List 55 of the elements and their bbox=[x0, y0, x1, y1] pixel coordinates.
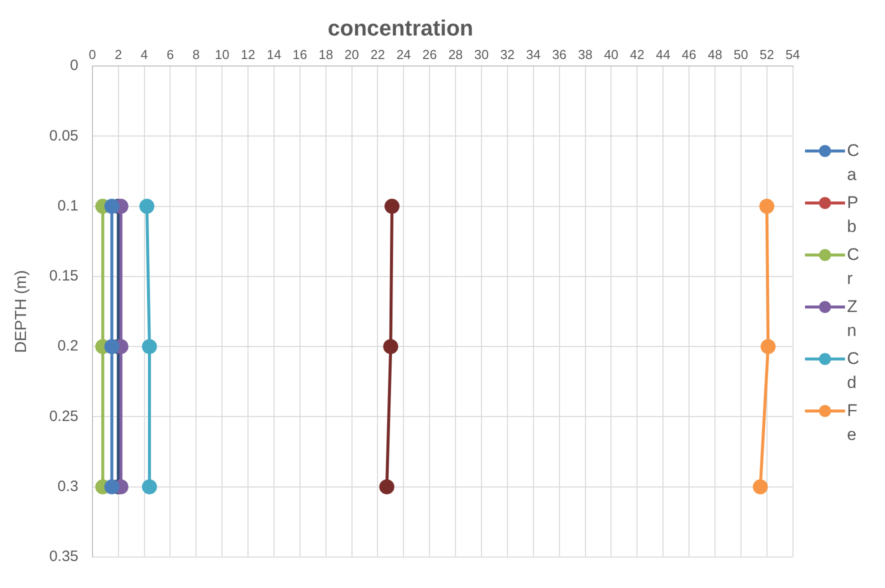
point bbox=[139, 198, 154, 214]
point bbox=[759, 198, 774, 214]
x-tick-label: 30 bbox=[474, 46, 489, 62]
x-tick-label: 46 bbox=[682, 46, 696, 62]
x-tick-label: 24 bbox=[396, 46, 411, 62]
point bbox=[384, 198, 400, 214]
y-tick-label: 0.05 bbox=[49, 127, 78, 144]
x-tick-label: 34 bbox=[526, 46, 541, 62]
x-tick-label: 14 bbox=[266, 46, 282, 62]
x-tick-label: 40 bbox=[604, 46, 618, 62]
point bbox=[383, 339, 398, 354]
x-tick-label: 42 bbox=[630, 46, 644, 62]
point bbox=[752, 479, 768, 494]
x-tick-label: 32 bbox=[500, 46, 515, 62]
point bbox=[104, 198, 120, 214]
y-tick-label: 0.3 bbox=[58, 478, 78, 495]
x-tick-label: 28 bbox=[448, 46, 463, 62]
point bbox=[142, 339, 157, 354]
y-tick-label: 0.25 bbox=[49, 408, 78, 425]
x-tick-label: 22 bbox=[370, 46, 385, 62]
legend-label: Cd bbox=[847, 348, 860, 394]
x-tick-label: 20 bbox=[344, 46, 360, 62]
y-tick-label: 0.15 bbox=[49, 268, 78, 285]
legend-label: Ca bbox=[847, 140, 860, 186]
x-tick-label: 4 bbox=[140, 46, 148, 62]
chart-title: concentration bbox=[328, 15, 474, 40]
x-tick-label: 44 bbox=[656, 46, 670, 62]
legend-label: Zn bbox=[847, 296, 858, 342]
y-tick-label: 0.1 bbox=[58, 197, 78, 214]
legend-label: Fe bbox=[847, 400, 858, 446]
point bbox=[379, 479, 394, 494]
x-tick-label: 48 bbox=[708, 46, 722, 62]
y-axis-title: DEPTH (m) bbox=[13, 270, 30, 353]
x-tick-label: 38 bbox=[578, 46, 592, 62]
y-tick-label: 0.35 bbox=[49, 548, 78, 566]
x-tick-label: 2 bbox=[114, 46, 122, 62]
x-tick-label: 50 bbox=[734, 46, 748, 62]
x-tick-label: 18 bbox=[318, 46, 334, 62]
point bbox=[142, 479, 157, 494]
x-tick-label: 12 bbox=[240, 46, 256, 62]
x-tick-label: 10 bbox=[214, 46, 230, 62]
point bbox=[104, 479, 120, 494]
x-tick-label: 8 bbox=[192, 46, 200, 62]
x-tick-label: 16 bbox=[292, 46, 308, 62]
x-tick-label: 52 bbox=[760, 46, 774, 62]
legend-label: Cr bbox=[847, 244, 860, 290]
x-tick-label: 6 bbox=[166, 46, 174, 62]
legend-label: Pb bbox=[847, 192, 859, 238]
x-tick-label: 26 bbox=[422, 46, 437, 62]
x-tick-label: 54 bbox=[786, 46, 800, 62]
y-tick-label: 0.2 bbox=[58, 338, 78, 355]
x-tick-label: 36 bbox=[552, 46, 567, 62]
x-tick-label: 0 bbox=[88, 46, 96, 62]
point bbox=[760, 339, 776, 354]
point bbox=[104, 339, 120, 354]
